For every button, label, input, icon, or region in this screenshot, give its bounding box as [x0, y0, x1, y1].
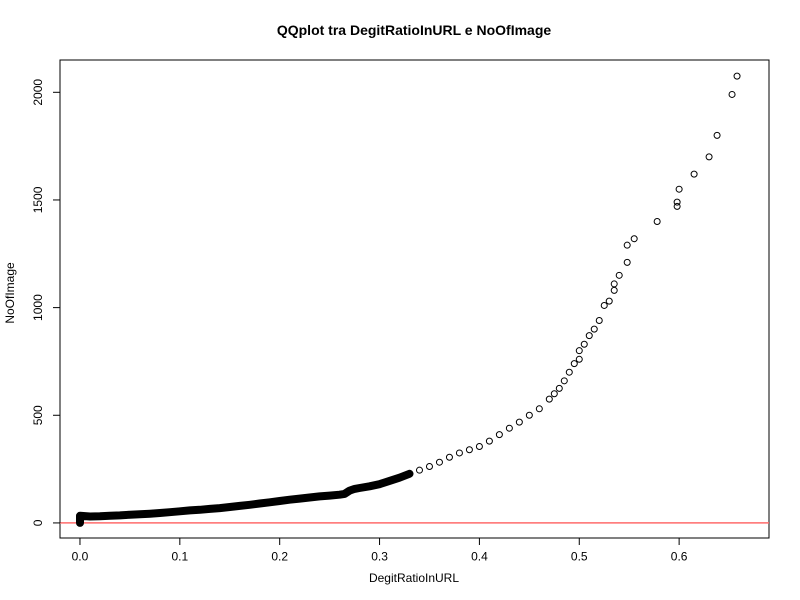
data-point	[615, 271, 623, 279]
data-point	[455, 449, 463, 457]
data-point	[733, 72, 741, 80]
data-point	[690, 170, 698, 178]
data-point	[386, 477, 394, 485]
data-point	[106, 512, 114, 520]
x-tick-label: 0.2	[271, 549, 288, 563]
y-tick-label: 500	[31, 405, 45, 425]
data-point	[246, 501, 254, 509]
data-point	[713, 131, 721, 139]
data-point	[465, 446, 473, 454]
data-point	[653, 217, 661, 225]
data-point	[515, 418, 523, 426]
data-point	[276, 497, 284, 505]
data-point	[351, 485, 359, 493]
x-axis-label: DegitRatioInURL	[369, 571, 459, 585]
x-axis: 0.0 0.1 0.2 0.3 0.4 0.5 0.6	[72, 537, 688, 563]
x-tick-label: 0.6	[671, 549, 688, 563]
data-point	[366, 482, 374, 490]
data-point	[623, 241, 631, 249]
data-point	[600, 301, 608, 309]
data-point	[156, 509, 164, 517]
data-point	[495, 431, 503, 439]
x-tick-label: 0.5	[571, 549, 588, 563]
data-point	[475, 442, 483, 450]
data-point	[176, 507, 184, 515]
data-point	[595, 317, 603, 325]
data-point	[86, 512, 94, 520]
data-point	[575, 347, 583, 355]
y-axis: 0 500 1000 1500 2000	[31, 79, 61, 526]
data-point	[96, 512, 104, 520]
dense-point-band	[76, 469, 414, 527]
data-point	[346, 487, 354, 495]
data-point	[216, 504, 224, 512]
x-tick-label: 0.4	[471, 549, 488, 563]
y-tick-label: 2000	[31, 79, 45, 106]
data-point	[570, 360, 578, 368]
y-tick-label: 0	[31, 519, 45, 526]
data-point	[136, 510, 144, 518]
data-point	[296, 495, 304, 503]
y-axis-label: NoOfImage	[3, 262, 17, 324]
data-point	[575, 355, 583, 363]
data-point	[610, 280, 618, 288]
chart-title: QQplot tra DegitRatioInURL e NoOfImage	[277, 22, 552, 38]
data-point	[126, 511, 134, 519]
data-point	[406, 470, 414, 478]
data-point	[316, 492, 324, 500]
data-point	[485, 437, 493, 445]
data-point	[565, 368, 573, 376]
data-point	[630, 235, 638, 243]
data-point	[675, 185, 683, 193]
data-point	[505, 424, 513, 432]
data-point	[610, 286, 618, 294]
data-point	[341, 490, 349, 498]
data-point	[415, 466, 423, 474]
x-tick-label: 0.3	[371, 549, 388, 563]
data-point	[545, 395, 553, 403]
data-point	[728, 90, 736, 98]
data-point	[623, 258, 631, 266]
data-point	[326, 492, 334, 500]
x-tick-label: 0.1	[171, 549, 188, 563]
y-tick-label: 1500	[31, 186, 45, 213]
data-point	[146, 510, 154, 518]
x-tick-label: 0.0	[72, 549, 89, 563]
data-points	[76, 72, 741, 527]
data-point	[336, 491, 344, 499]
data-point	[560, 377, 568, 385]
data-point	[166, 508, 174, 516]
data-point	[116, 511, 124, 519]
data-point	[673, 198, 681, 206]
data-point	[396, 474, 404, 482]
data-point	[226, 503, 234, 511]
data-point	[555, 384, 563, 392]
data-point	[705, 153, 713, 161]
data-point	[525, 411, 533, 419]
data-point	[585, 332, 593, 340]
data-point	[445, 453, 453, 461]
data-point	[306, 494, 314, 502]
data-point	[196, 506, 204, 514]
data-point	[435, 458, 443, 466]
data-point	[535, 405, 543, 413]
plot-frame	[59, 59, 770, 539]
data-point	[605, 297, 613, 305]
data-point	[286, 496, 294, 504]
data-point	[76, 512, 84, 520]
data-point	[256, 500, 264, 508]
data-point	[550, 390, 558, 398]
data-point	[186, 506, 194, 514]
data-point	[580, 340, 588, 348]
data-point	[376, 480, 384, 488]
data-point	[425, 463, 433, 471]
data-point	[206, 505, 214, 513]
data-point	[590, 325, 598, 333]
data-point	[356, 484, 364, 492]
data-point	[266, 498, 274, 506]
data-point	[673, 202, 681, 210]
y-tick-label: 1000	[31, 294, 45, 321]
data-point	[236, 502, 244, 510]
